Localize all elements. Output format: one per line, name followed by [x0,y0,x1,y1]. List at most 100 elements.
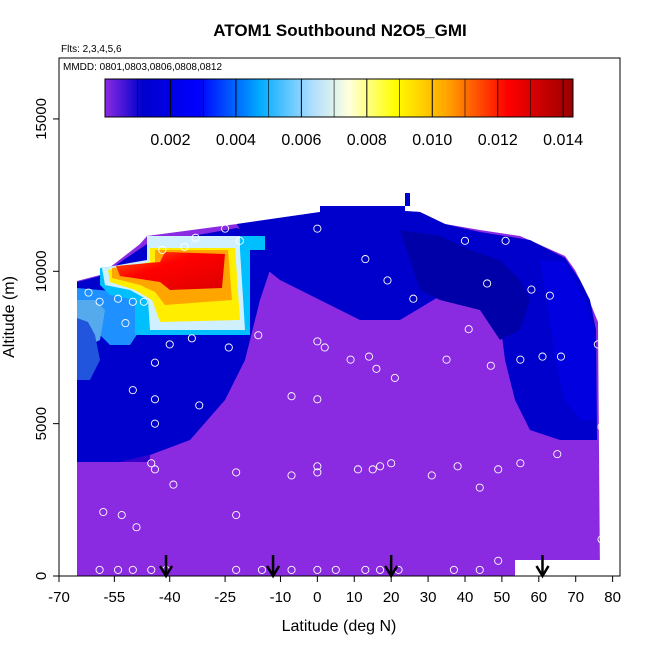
colorbar-tick-label: 0.006 [281,132,321,149]
x-tick-label: 70 [567,589,584,606]
sample-point [147,459,156,468]
sample-point [95,297,104,306]
field-blue-mid [400,230,530,340]
x-tick-label: -25 [214,589,236,606]
sample-point [501,236,510,245]
sample-point [464,325,473,334]
sample-point [58,480,67,489]
sample-point [320,343,329,352]
y-tick-label: 15000 [33,98,50,140]
sample-point [483,279,492,288]
plot-frame [58,57,621,577]
sample-point [235,236,244,245]
sample-point [313,565,322,574]
sample-point [232,468,241,477]
sample-point [114,565,123,574]
sample-point [601,547,610,556]
sample-point [158,245,167,255]
field-blue-right [540,260,596,420]
sample-point [150,419,160,428]
colorbar-tick-label: 0.010 [412,132,452,149]
colorbar-ticks: 0.002 0.004 0.006 0.008 0.010 0.012 0.014 [137,79,583,149]
x-tick-label: -55 [104,589,126,606]
sample-point [346,355,355,364]
x-tick-label: -70 [48,589,70,606]
sample-point [187,334,196,343]
sample-point [313,468,322,477]
sample-point [597,535,606,544]
x-tick-label: 0 [313,589,321,606]
x-tick-label: 10 [346,589,363,606]
sample-point [364,352,374,361]
sample-point [387,459,396,468]
field-top-spike [405,193,410,206]
sample-point [516,355,525,364]
sample-point [128,297,137,306]
sample-point [147,565,156,574]
sample-point [527,285,536,294]
sample-point [409,294,418,303]
sample-point [165,340,174,349]
sample-point [361,565,370,574]
sample-point [132,523,141,532]
sample-point [460,236,470,245]
sample-point [298,206,307,215]
sample-point [254,331,263,340]
sample-point [353,465,363,474]
sample-point [486,361,495,370]
sample-point [553,450,562,459]
sample-point [191,233,200,242]
y-tick-label: 0 [33,572,50,580]
dates-label: MMDD: 0801,0803,0806,0808,0812 [63,62,222,73]
sample-point [257,565,267,574]
colorbar-tick-label: 0.002 [150,132,190,149]
field-blue-left-strip [77,318,100,380]
sample-point [475,483,484,492]
sample-point [601,480,610,489]
x-axis: -70 -55 -40 -25 -10 0 10 20 30 40 50 60 70 80 [48,576,621,606]
sample-point [453,462,462,471]
colorbar-tick-label: 0.004 [216,132,256,149]
sample-point [579,270,588,279]
sample-point [494,465,503,474]
x-axis-label: Latitude (deg N) [282,618,397,635]
sample-point [313,224,322,233]
colorbar-tick-label: 0.012 [478,132,518,149]
sample-point [442,355,451,364]
x-tick-label: 40 [457,589,474,606]
sample-point [150,395,160,404]
sample-point [449,565,458,574]
y-tick-label: 5000 [33,407,50,440]
x-tick-label: -10 [270,589,292,606]
field-white-gap [515,560,600,576]
x-tick-label: 30 [420,589,437,606]
sample-point [232,565,241,574]
sample-point [368,465,377,474]
field-blue-lower-left [77,455,150,462]
sample-point [427,471,436,480]
sample-point [221,224,230,233]
sample-point [121,319,130,328]
sample-point [390,373,399,382]
sample-point [545,291,554,300]
sample-point [313,462,322,471]
sample-point [232,511,241,520]
sample-point [287,565,296,574]
sample-point [494,556,503,565]
sample-point [287,471,296,480]
y-axis: 0 5000 10000 15000 [33,98,59,580]
sample-point [372,364,381,373]
sample-point [597,422,606,431]
sample-point [84,288,93,297]
sample-point [287,392,296,401]
sample-point [66,565,75,574]
sample-point [313,395,322,404]
y-tick-label: 10000 [33,250,50,292]
field-top-cap [320,206,405,220]
sample-point [597,273,606,282]
sample-point [139,297,148,306]
flights-label: Flts: 2,3,4,5,6 [61,44,122,55]
sample-point [601,468,610,477]
sample-point [376,462,385,471]
sample-point [383,276,392,285]
